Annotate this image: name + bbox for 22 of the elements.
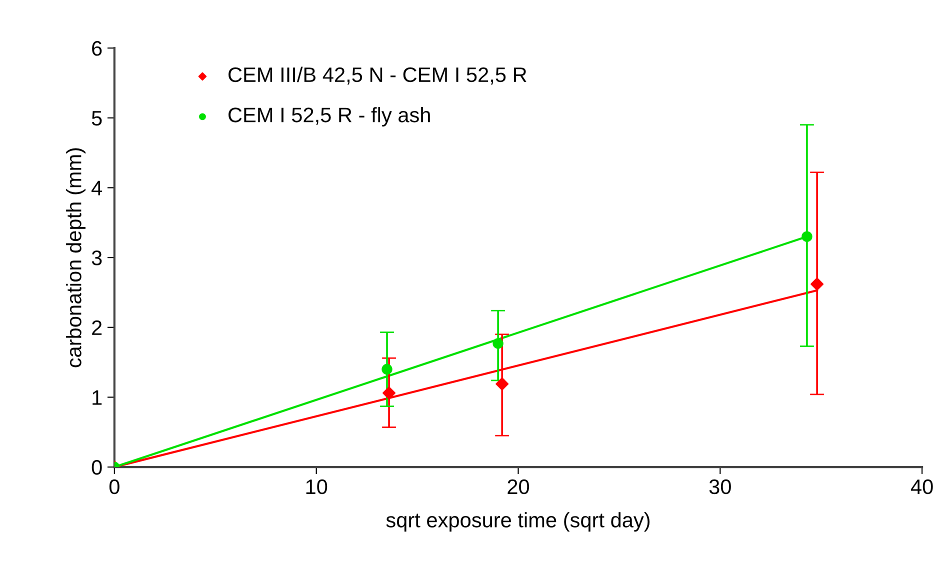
point [496,377,509,390]
y-tick-label: 0 [92,460,102,475]
legend-label: CEM III/B 42,5 N - CEM I 52,5 R [228,66,526,85]
y-axis-title: carbonation depth (mm) [66,148,86,368]
x-axis-title: sqrt exposure time (sqrt day) [386,512,650,532]
y-tick-label: 2 [92,320,102,335]
y-tick-label: 4 [92,180,102,196]
y-tick-label: 6 [92,41,102,56]
x-tick-label: 40 [910,479,933,494]
y-tick-label: 3 [92,250,102,266]
point [382,386,396,400]
y-tick-label: 1 [92,390,102,405]
y-tick-label: 5 [92,111,102,126]
x-tick-label: 20 [508,479,530,494]
point [810,278,824,291]
point [382,364,392,375]
point [802,231,812,242]
x-tick-label: 10 [306,479,328,494]
point [492,338,504,349]
legend-label: CEM I 52,5 R - fly ash [228,107,430,126]
x-tick-label: 0 [109,479,120,494]
x-tick-label: 30 [709,479,731,494]
